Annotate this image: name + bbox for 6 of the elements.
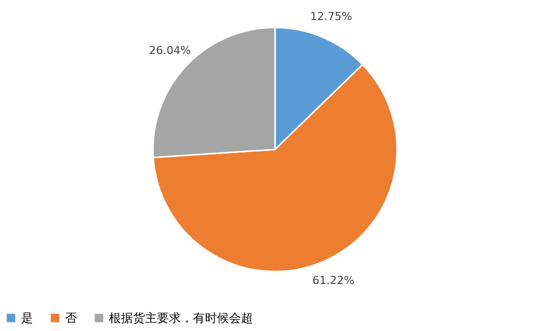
data-label: 26.04% — [148, 44, 191, 58]
legend-label: 根据货主要求，有时候会超 — [109, 311, 253, 325]
data-label: 12.75% — [310, 10, 352, 23]
legend-label: 否 — [65, 311, 77, 325]
data-label: 61.22% — [312, 274, 354, 288]
legend-label: 是 — [21, 311, 33, 325]
